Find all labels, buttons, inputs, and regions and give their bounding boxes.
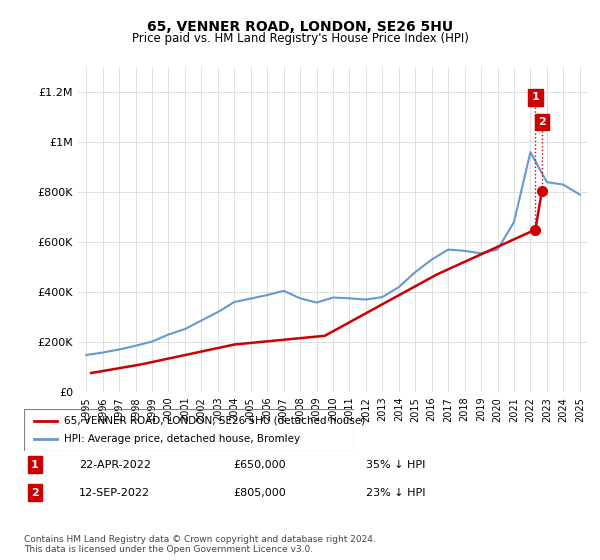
Text: 22-APR-2022: 22-APR-2022 bbox=[79, 460, 151, 470]
Text: 23% ↓ HPI: 23% ↓ HPI bbox=[366, 488, 426, 498]
Text: 65, VENNER ROAD, LONDON, SE26 5HU (detached house): 65, VENNER ROAD, LONDON, SE26 5HU (detac… bbox=[64, 416, 365, 426]
Text: HPI: Average price, detached house, Bromley: HPI: Average price, detached house, Brom… bbox=[64, 434, 300, 444]
Text: 35% ↓ HPI: 35% ↓ HPI bbox=[366, 460, 425, 470]
Text: 1: 1 bbox=[532, 92, 539, 102]
Text: 2: 2 bbox=[31, 488, 39, 498]
Text: 65, VENNER ROAD, LONDON, SE26 5HU: 65, VENNER ROAD, LONDON, SE26 5HU bbox=[147, 20, 453, 34]
Text: £805,000: £805,000 bbox=[234, 488, 287, 498]
Text: 2: 2 bbox=[538, 117, 546, 127]
Text: 1: 1 bbox=[31, 460, 39, 470]
Text: Contains HM Land Registry data © Crown copyright and database right 2024.
This d: Contains HM Land Registry data © Crown c… bbox=[24, 535, 376, 554]
Text: £650,000: £650,000 bbox=[234, 460, 286, 470]
Text: 12-SEP-2022: 12-SEP-2022 bbox=[79, 488, 151, 498]
Text: Price paid vs. HM Land Registry's House Price Index (HPI): Price paid vs. HM Land Registry's House … bbox=[131, 32, 469, 45]
